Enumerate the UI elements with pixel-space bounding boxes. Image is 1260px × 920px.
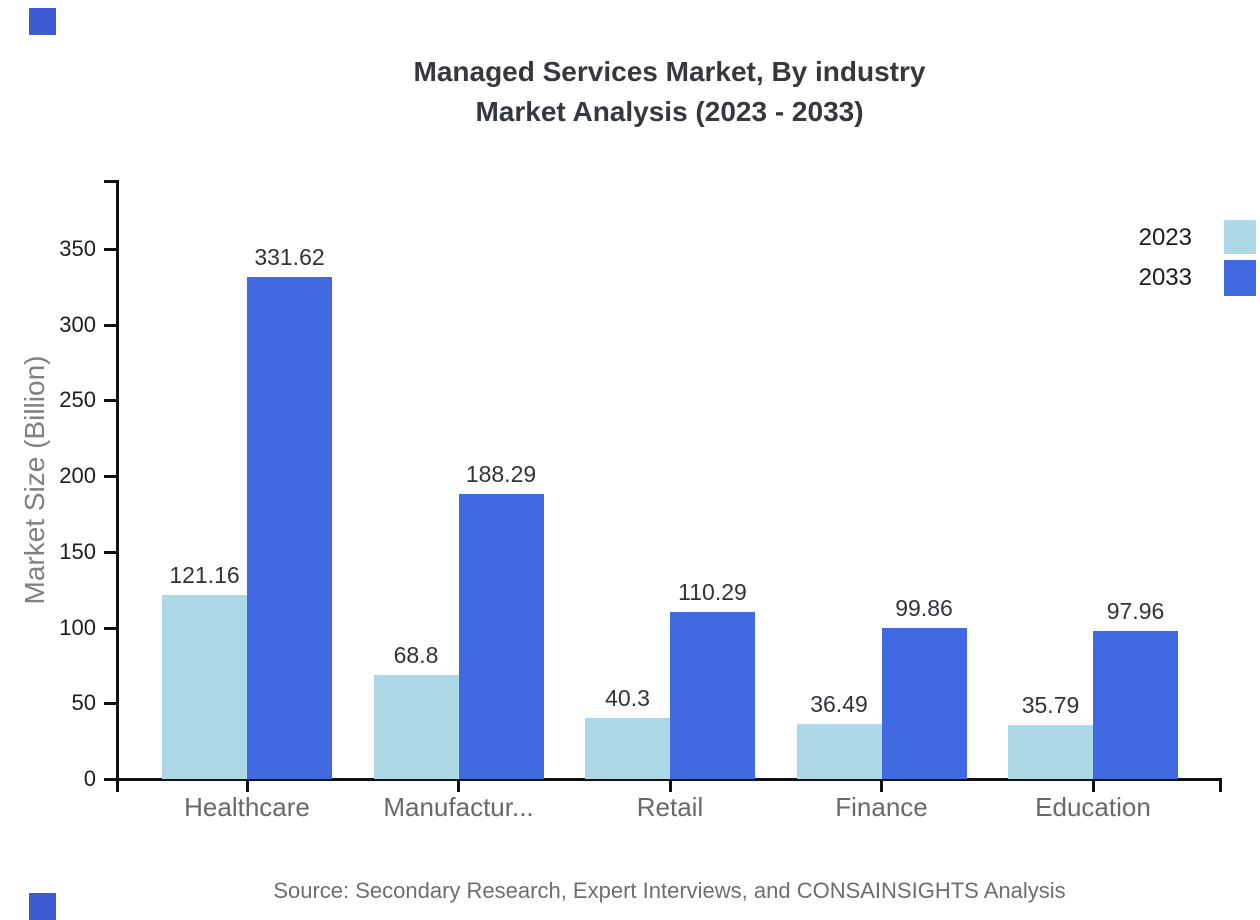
bar-2033-4 [1093, 631, 1178, 779]
source-line: Source: Secondary Research, Expert Inter… [273, 878, 1066, 903]
x-tick-0 [245, 778, 249, 792]
chart-title-line2: Market Analysis (2023 - 2033) [475, 96, 864, 127]
y-tick-300 [104, 323, 116, 327]
corner-marker-bottom-left [29, 893, 56, 920]
value-label-2023-2: 40.3 [605, 685, 650, 711]
x-tick-3 [880, 778, 883, 792]
y-tick-200 [104, 475, 116, 478]
bar-2033-1 [458, 494, 544, 779]
y-tick-label-150: 150 [59, 538, 96, 564]
value-label-2023-4: 35.79 [1021, 692, 1080, 718]
y-tick-50 [104, 702, 116, 706]
y-tick-label-100: 100 [59, 614, 96, 640]
y-tick-150 [104, 550, 116, 554]
y-tick-label-0: 0 [83, 766, 96, 791]
value-label-2033-4: 97.96 [1106, 598, 1165, 624]
value-label-2023-0: 121.16 [169, 562, 240, 588]
y-axis-line [116, 180, 119, 781]
bar-2033-2 [670, 612, 755, 779]
y-tick-label-50: 50 [71, 690, 96, 716]
bar-2033-0 [247, 277, 332, 779]
y-tick-label-200: 200 [59, 463, 96, 488]
category-label-0: Healthcare [184, 792, 310, 822]
bar-2023-0 [162, 595, 247, 779]
x-axis-left-end-tick [116, 778, 119, 792]
y-tick-label-250: 250 [59, 387, 96, 413]
value-label-2033-1: 188.29 [465, 461, 537, 487]
category-label-3: Finance [835, 792, 928, 822]
legend-swatch-2033 [1224, 260, 1256, 296]
y-tick-label-300: 300 [59, 311, 96, 337]
value-label-2033-0: 331.62 [254, 244, 325, 270]
bar-2023-2 [585, 718, 670, 779]
legend-swatch-2023 [1224, 220, 1256, 254]
x-tick-1 [457, 778, 460, 792]
y-tick-0 [104, 778, 116, 781]
y-tick-250 [104, 399, 116, 403]
category-label-2: Retail [636, 792, 704, 822]
bar-2023-1 [373, 675, 459, 779]
chart-title-line1: Managed Services Market, By industry [413, 56, 926, 87]
value-label-2033-2: 110.29 [678, 579, 747, 605]
value-label-2023-3: 36.49 [810, 691, 868, 717]
y-tick-100 [104, 626, 116, 630]
x-tick-4 [1091, 778, 1095, 792]
category-label-1: Manufactur... [383, 792, 534, 822]
category-label-4: Education [1035, 792, 1151, 822]
y-tick-350 [104, 247, 116, 251]
legend-label-2023: 2023 [1138, 224, 1192, 251]
bar-2033-3 [881, 628, 967, 779]
value-label-2023-1: 68.8 [393, 642, 439, 668]
bar-2023-3 [796, 724, 882, 779]
corner-marker-top-left [29, 8, 56, 35]
legend-label-2033: 2033 [1138, 264, 1192, 291]
chart-title: Managed Services Market, By industry Mar… [117, 52, 1222, 132]
x-tick-2 [668, 778, 672, 792]
x-axis-right-end-tick [1219, 778, 1222, 792]
bar-2023-4 [1008, 725, 1093, 779]
y-tick-label-350: 350 [59, 235, 96, 261]
y-axis-end-tick [104, 180, 116, 183]
value-label-2033-3: 99.86 [895, 595, 953, 621]
